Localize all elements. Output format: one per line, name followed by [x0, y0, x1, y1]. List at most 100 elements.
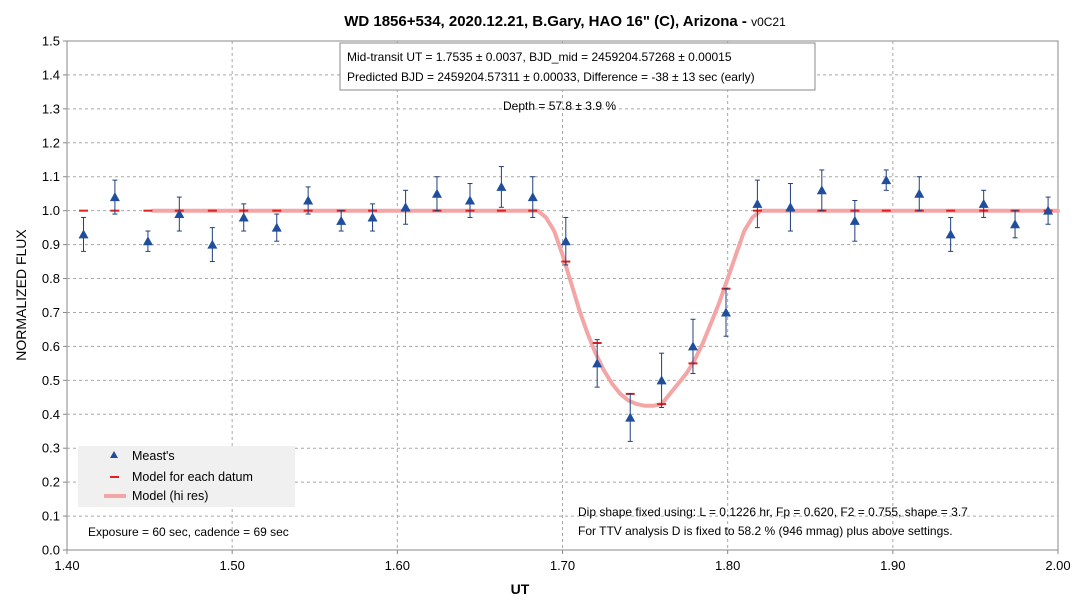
measurement-point — [592, 339, 603, 388]
measurement-marker — [785, 202, 796, 212]
y-tick-label: 0.7 — [42, 305, 60, 320]
measurement-marker — [656, 375, 667, 385]
y-tick-label: 1.2 — [42, 135, 60, 150]
legend-label-measurements: Meast's — [132, 449, 175, 463]
x-tick-label: 1.40 — [54, 558, 79, 573]
measurement-point — [174, 196, 185, 232]
measurement-marker — [207, 239, 218, 249]
mid-transit-text: Mid-transit UT = 1.7535 ± 0.0037, BJD_mi… — [347, 50, 732, 64]
exposure-text: Exposure = 60 sec, cadence = 69 sec — [88, 525, 289, 539]
measurement-marker — [849, 215, 860, 225]
measurement-point — [656, 352, 667, 408]
x-tick-label: 1.80 — [715, 558, 740, 573]
measurement-point — [945, 216, 956, 252]
y-tick-label: 1.3 — [42, 101, 60, 116]
y-tick-label: 0.3 — [42, 441, 60, 456]
measurement-point — [560, 216, 571, 266]
measurement-point — [496, 166, 507, 208]
measurement-point — [752, 179, 763, 229]
measurement-point — [336, 210, 347, 232]
y-tick-label: 0.4 — [42, 407, 60, 422]
y-tick-label: 1.4 — [42, 67, 60, 82]
measurement-point — [142, 230, 153, 252]
measurement-marker — [721, 307, 732, 317]
measurement-marker — [816, 185, 827, 195]
measurement-point — [849, 199, 860, 242]
measurement-point — [914, 176, 925, 212]
measurement-point — [303, 186, 314, 215]
y-tick-label: 0.9 — [42, 237, 60, 252]
measurement-marker — [496, 181, 507, 191]
measurement-marker — [945, 229, 956, 239]
measurement-point — [785, 183, 796, 232]
measurements-series — [78, 166, 1054, 442]
chart-title: WD 1856+534, 2020.12.21, B.Gary, HAO 16"… — [344, 13, 786, 30]
measurement-point — [238, 203, 249, 232]
measurement-point — [431, 176, 442, 212]
measurement-marker — [367, 212, 378, 222]
x-axis-title: UT — [511, 581, 530, 597]
predicted-bjd-text: Predicted BJD = 2459204.57311 ± 0.00033,… — [347, 70, 755, 84]
y-tick-label: 0.8 — [42, 271, 60, 286]
measurement-point — [1043, 196, 1054, 225]
measurement-marker — [431, 188, 442, 198]
measurement-marker — [303, 195, 314, 205]
measurement-marker — [527, 192, 538, 202]
measurement-marker — [752, 198, 763, 208]
x-tick-label: 1.70 — [550, 558, 575, 573]
dip-shape-text: Dip shape fixed using: L = 0.1226 hr, Fp… — [578, 505, 968, 519]
measurement-point — [625, 393, 636, 442]
legend: Meast's Model for each datum Model (hi r… — [78, 446, 295, 507]
measurement-marker — [978, 198, 989, 208]
measurement-marker — [400, 202, 411, 212]
x-tick-label: 1.50 — [220, 558, 245, 573]
measurement-point — [816, 169, 827, 212]
depth-text: Depth = 57.8 ± 3.9 % — [503, 99, 616, 113]
chart-title-main: WD 1856+534, 2020.12.21, B.Gary, HAO 16"… — [344, 13, 751, 30]
measurement-point — [271, 213, 282, 242]
measurement-point — [527, 176, 538, 218]
measurement-marker — [465, 195, 476, 205]
y-axis-tick-labels: 0.0 0.1 0.2 0.3 0.4 0.5 0.6 0.7 0.8 0.9 1.0 1.1 1.2 1… — [42, 34, 60, 558]
x-axis-tick-labels: 1.40 1.50 1.60 1.70 1.80 1.90 2.00 — [54, 558, 1070, 573]
x-tick-label: 1.90 — [880, 558, 905, 573]
measurement-marker — [687, 341, 698, 351]
measurement-point — [465, 183, 476, 218]
measurement-marker — [560, 236, 571, 246]
mid-transit-info-box — [339, 42, 816, 91]
y-axis-title: NORMALIZED FLUX — [13, 229, 29, 361]
measurement-marker — [271, 222, 282, 232]
measurement-marker — [881, 175, 892, 185]
x-tick-label: 2.00 — [1045, 558, 1070, 573]
y-tick-label: 1.5 — [42, 34, 60, 49]
legend-label-model-hi-res: Model (hi res) — [132, 489, 208, 503]
grid-lines — [63, 40, 1059, 554]
model-hi-res-line — [150, 208, 1060, 408]
measurement-marker — [1010, 219, 1021, 229]
y-tick-label: 0.2 — [42, 475, 60, 490]
measurement-point — [687, 318, 698, 375]
measurement-marker — [78, 229, 89, 239]
measurement-point — [881, 169, 892, 191]
measurement-marker — [914, 188, 925, 198]
measurement-marker — [142, 236, 153, 246]
measurement-point — [400, 189, 411, 225]
measurement-marker — [336, 215, 347, 225]
ttv-analysis-text: For TTV analysis D is fixed to 58.2 % (9… — [578, 524, 953, 538]
measurement-marker — [109, 192, 120, 202]
measurement-point — [1010, 210, 1021, 239]
measurement-marker — [174, 209, 185, 219]
y-tick-label: 0.6 — [42, 339, 60, 354]
measurement-point — [207, 227, 218, 263]
y-tick-label: 0.5 — [42, 373, 60, 388]
measurement-point — [109, 179, 120, 215]
measurement-marker — [238, 212, 249, 222]
y-tick-label: 1.1 — [42, 169, 60, 184]
measurement-point — [721, 288, 732, 337]
measurement-point — [978, 189, 989, 218]
measurement-point — [367, 203, 378, 232]
legend-label-model-datum: Model for each datum — [132, 470, 253, 484]
legend-triangle-marker — [110, 451, 118, 458]
y-tick-label: 0.1 — [42, 509, 60, 524]
